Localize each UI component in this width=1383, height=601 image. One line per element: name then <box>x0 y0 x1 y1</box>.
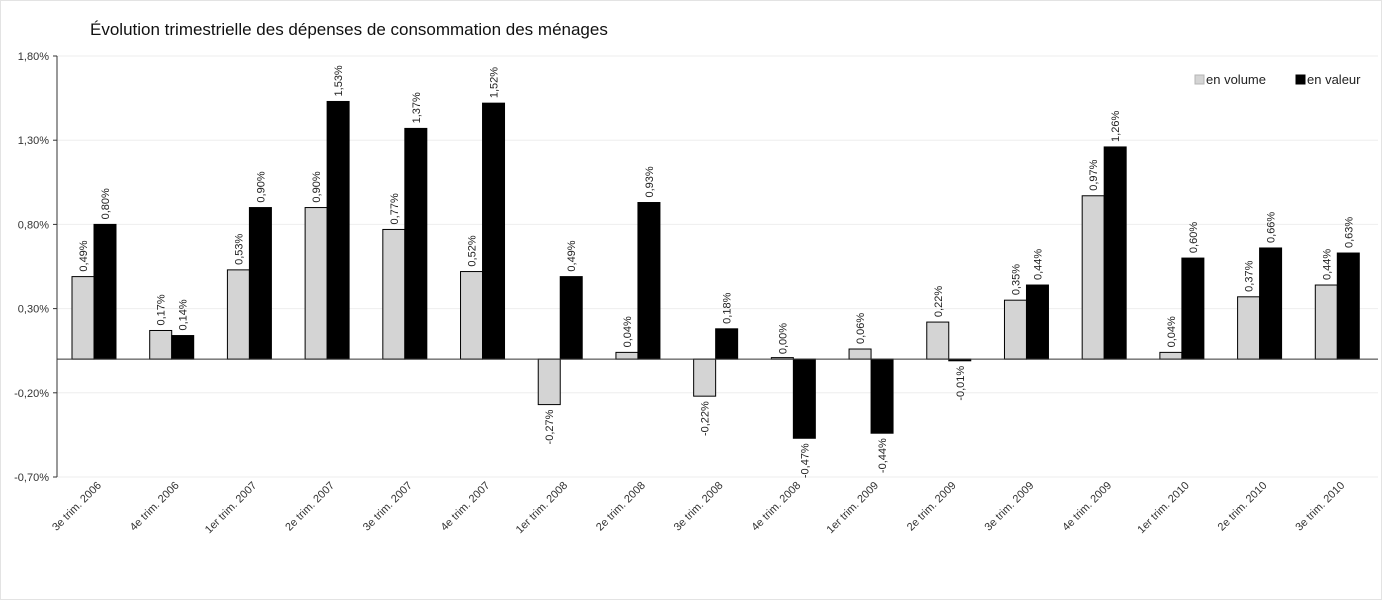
data-label: 0,66% <box>1266 212 1278 243</box>
data-label: 0,04% <box>622 316 634 347</box>
bar-en-valeur <box>404 127 428 360</box>
bar-en-volume <box>304 207 328 360</box>
bar-en-valeur <box>93 223 117 360</box>
x-tick-label: 4e trim. 2007 <box>439 480 493 534</box>
bar-en-valeur <box>1259 247 1283 360</box>
bar-en-volume <box>1314 284 1338 360</box>
data-label: 0,37% <box>1244 260 1256 291</box>
x-tick-label: 2e trim. 2007 <box>283 480 337 534</box>
data-label: 0,18% <box>722 292 734 323</box>
data-label: 0,53% <box>233 233 245 264</box>
legend-label: en valeur <box>1307 72 1361 87</box>
data-label: 0,77% <box>389 193 401 224</box>
bar-en-volume <box>693 358 717 397</box>
data-label: 0,00% <box>777 323 789 354</box>
bar-en-volume <box>537 358 561 406</box>
x-tick-label: 3e trim. 2008 <box>672 480 726 534</box>
y-tick-label: 0,80% <box>18 219 49 231</box>
bar-en-valeur <box>1336 252 1360 360</box>
x-tick-label: 2e trim. 2009 <box>905 480 959 534</box>
data-label: -0,22% <box>700 401 712 436</box>
data-label: 0,63% <box>1343 217 1355 248</box>
x-tick-label: 4e trim. 2006 <box>128 480 182 534</box>
x-tick-label: 3e trim. 2007 <box>361 480 415 534</box>
x-tick-label: 1er trim. 2008 <box>514 480 570 536</box>
chart-title: Évolution trimestrielle des dépenses de … <box>90 20 608 39</box>
data-label: 0,35% <box>1010 264 1022 295</box>
data-label: -0,44% <box>877 438 889 473</box>
bar-en-volume <box>1003 299 1027 360</box>
x-tick-label: 4e trim. 2008 <box>749 480 803 534</box>
data-label: 0,49% <box>78 240 90 271</box>
x-tick-label: 3e trim. 2010 <box>1293 480 1347 534</box>
legend-swatch <box>1295 74 1306 85</box>
y-tick-label: -0,70% <box>14 472 49 484</box>
bar-en-valeur <box>1025 284 1049 360</box>
bar-en-volume <box>615 351 639 360</box>
bar-en-valeur <box>482 102 506 360</box>
bar-en-volume <box>1081 195 1105 360</box>
bar-en-valeur <box>870 358 894 434</box>
data-label: 0,04% <box>1166 316 1178 347</box>
bar-en-valeur <box>559 276 583 360</box>
data-label: -0,01% <box>955 366 967 401</box>
x-tick-label: 2e trim. 2010 <box>1216 480 1270 534</box>
data-label: 0,49% <box>566 240 578 271</box>
data-label: 0,90% <box>311 171 323 202</box>
legend-label: en volume <box>1206 72 1266 87</box>
bar-en-volume <box>1237 296 1261 360</box>
bar-en-valeur <box>1103 146 1127 360</box>
y-tick-label: 0,30% <box>18 304 49 316</box>
y-tick-label: 1,30% <box>18 135 49 147</box>
bar-en-valeur <box>1181 257 1205 360</box>
y-tick-label: -0,20% <box>14 388 49 400</box>
bar-en-volume <box>226 269 250 360</box>
bar-en-valeur <box>248 207 272 360</box>
data-label: 0,17% <box>156 294 168 325</box>
legend-swatch <box>1194 74 1205 85</box>
bar-en-volume <box>926 321 950 360</box>
data-label: 1,53% <box>333 65 345 96</box>
bar-en-valeur <box>171 335 195 360</box>
x-tick-label: 1er trim. 2007 <box>203 480 259 536</box>
x-tick-label: 3e trim. 2006 <box>50 480 104 534</box>
bar-en-volume <box>149 329 173 360</box>
data-label: 0,14% <box>178 299 190 330</box>
bar-en-valeur <box>715 328 739 360</box>
data-label: 1,37% <box>411 92 423 123</box>
x-tick-label: 2e trim. 2008 <box>594 480 648 534</box>
bar-en-volume <box>460 271 484 360</box>
bar-en-volume <box>1159 351 1183 360</box>
bar-en-valeur <box>326 100 350 360</box>
data-label: 0,22% <box>933 286 945 317</box>
bar-en-valeur <box>637 202 661 360</box>
data-label: -0,47% <box>799 443 811 478</box>
data-label: 0,90% <box>255 171 267 202</box>
data-label: 0,97% <box>1088 159 1100 190</box>
bar-en-volume <box>71 276 95 360</box>
data-label: 1,52% <box>489 67 501 98</box>
data-label: 0,93% <box>644 166 656 197</box>
bar-en-volume <box>382 228 406 360</box>
data-label: 0,06% <box>855 313 867 344</box>
data-label: 0,80% <box>100 188 112 219</box>
x-tick-label: 3e trim. 2009 <box>983 480 1037 534</box>
x-tick-label: 4e trim. 2009 <box>1060 480 1114 534</box>
bar-en-volume <box>848 348 872 360</box>
data-label: 1,26% <box>1110 111 1122 142</box>
data-label: 0,44% <box>1032 249 1044 280</box>
x-tick-label: 1er trim. 2010 <box>1135 480 1191 536</box>
y-tick-label: 1,80% <box>18 51 49 63</box>
data-label: 0,44% <box>1321 249 1333 280</box>
data-label: 0,52% <box>467 235 479 266</box>
data-label: 0,60% <box>1188 222 1200 253</box>
x-tick-label: 1er trim. 2009 <box>825 480 881 536</box>
bar-en-valeur <box>792 358 816 439</box>
data-label: -0,27% <box>544 409 556 444</box>
